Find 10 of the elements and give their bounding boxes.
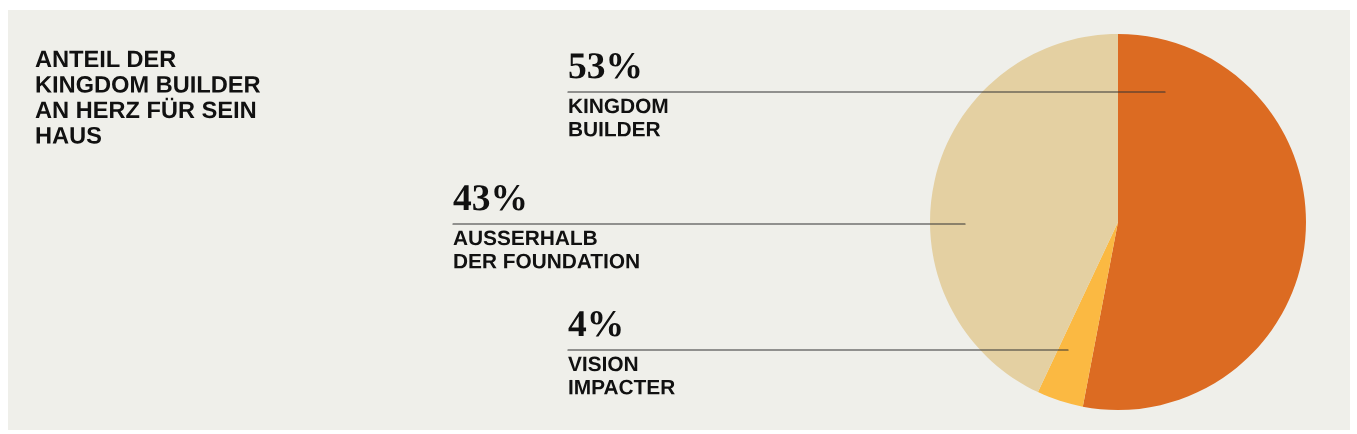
slice-label: VISION IMPACTER: [568, 356, 675, 395]
data-label: 53%: [569, 53, 640, 79]
pie-slice: [930, 34, 1118, 393]
text: ANTEIL DER KINGDOM BUILDER AN HERZ FÜR SEIN HAUS: [35, 50, 261, 144]
pie-slice: [1037, 222, 1118, 407]
slice-label: AUSSERHALB DER FOUNDATION: [453, 230, 639, 269]
pie-slice: [1082, 34, 1306, 410]
slice-label: KINGDOM BUILDER: [569, 98, 668, 137]
data-label: 43%: [453, 185, 525, 211]
data-label: 4%: [568, 311, 621, 337]
